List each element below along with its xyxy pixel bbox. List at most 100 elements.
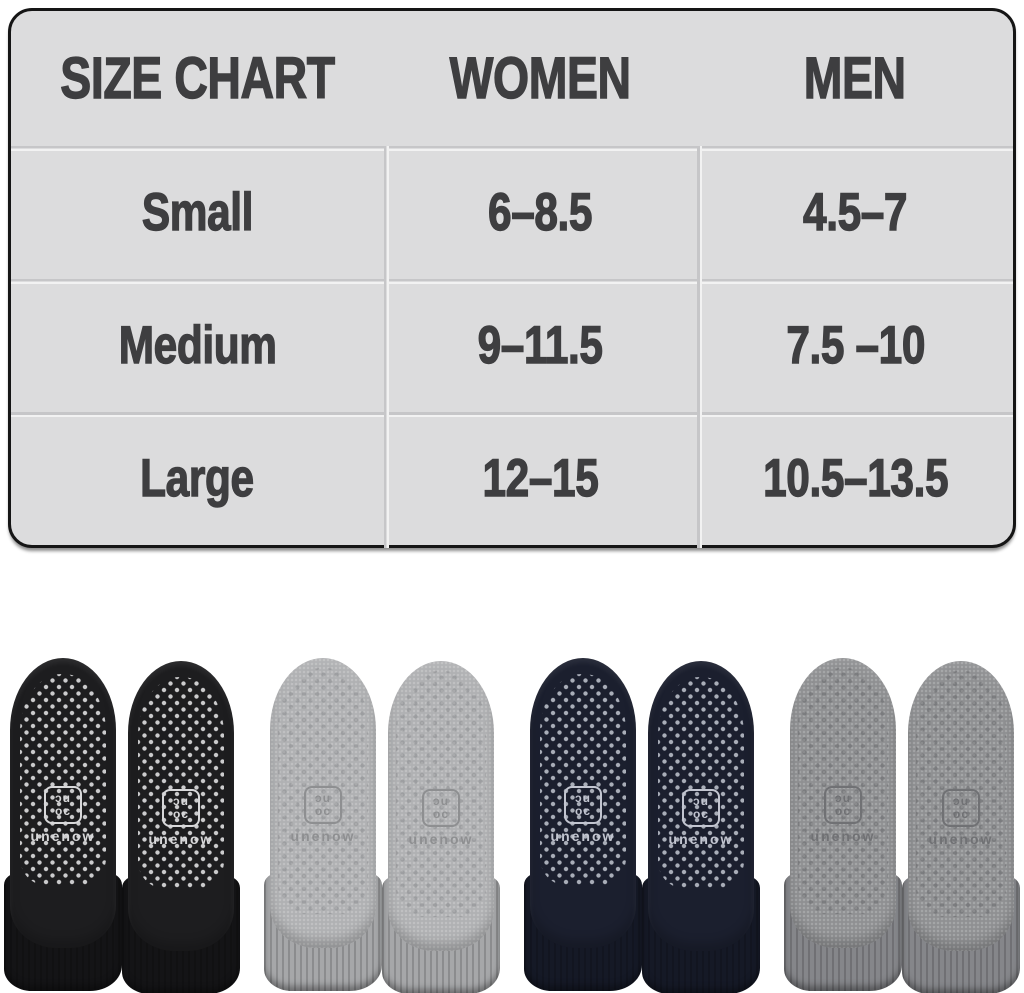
table-row-small: Small 6–8.5 4.5–7 (11, 146, 1013, 279)
monogram-line: ɔu (952, 794, 969, 808)
brand-logo: ɔu oc unenow (908, 788, 1014, 847)
grip-dots-pattern (396, 671, 486, 917)
brand-name: unenow (148, 830, 214, 847)
brand-logo: ɔu oc unenow (10, 785, 116, 844)
monogram-line: ɔu (834, 791, 851, 805)
grip-dots-pattern (138, 677, 224, 889)
monogram-line: oc (692, 806, 709, 821)
women-value-cell: 12–15 (384, 412, 698, 545)
monogram-line: oc (952, 806, 969, 821)
sock-sole: ɔu oc unenow (10, 658, 116, 948)
brand-name: unenow (550, 827, 616, 844)
column-divider (383, 146, 389, 548)
monogram-line: ɔu (692, 794, 709, 808)
women-value-cell: 9–11.5 (384, 279, 698, 412)
brand-monogram-icon: ɔu oc (682, 788, 720, 827)
monogram-line: ɔu (54, 791, 71, 805)
grip-dots-pattern (540, 674, 626, 886)
women-value-cell: 6–8.5 (384, 146, 698, 279)
sock: ɔu oc unenow (642, 661, 760, 993)
grip-dots-pattern (658, 677, 744, 889)
monogram-line: oc (314, 803, 331, 818)
header-cell-men: MEN (697, 11, 1013, 146)
men-value: 10.5–13.5 (762, 448, 949, 508)
table-row-medium: Medium 9–11.5 7.5 –10 (11, 279, 1013, 412)
sock-sole: ɔu oc unenow (270, 658, 376, 948)
header-cell-women: WOMEN (384, 11, 698, 146)
sock: ɔu oc unenow (382, 661, 500, 993)
grip-dots-pattern (916, 671, 1006, 917)
sock-sole: ɔu oc unenow (908, 661, 1014, 951)
sock-pair-navy: ɔu oc unenow ɔu oc unenow (524, 658, 760, 993)
brand-monogram-icon: ɔu oc (162, 788, 200, 827)
size-label-cell: Medium (11, 279, 384, 412)
sock-sole: ɔu oc unenow (648, 661, 754, 951)
monogram-line: oc (432, 806, 449, 821)
brand-monogram-icon: ɔu oc (824, 785, 862, 824)
women-value: 12–15 (482, 448, 599, 508)
sock: ɔu oc unenow (784, 658, 902, 993)
brand-monogram-icon: ɔu oc (564, 785, 602, 824)
size-label-cell: Small (11, 146, 384, 279)
brand-name: unenow (668, 830, 734, 847)
row-divider (11, 412, 1013, 417)
grip-dots-pattern (278, 668, 368, 914)
table-row-large: Large 12–15 10.5–13.5 (11, 412, 1013, 545)
brand-name: unenow (810, 827, 876, 844)
grip-dots-pattern (20, 674, 106, 886)
monogram-line: ɔu (172, 794, 189, 808)
monogram-line: ɔu (574, 791, 591, 805)
grip-dots-pattern (798, 668, 888, 914)
size-label: Large (140, 448, 255, 508)
sock: ɔu oc unenow (122, 661, 240, 993)
sock: ɔu oc unenow (524, 658, 642, 993)
size-chart-table: SIZE CHART WOMEN MEN Small 6–8.5 4.5–7 M… (8, 8, 1016, 548)
sock-sole: ɔu oc unenow (790, 658, 896, 948)
size-chart-title: SIZE CHART (60, 45, 336, 111)
size-label-cell: Large (11, 412, 384, 545)
size-label: Small (141, 182, 254, 242)
brand-logo: ɔu oc unenow (648, 788, 754, 847)
monogram-line: oc (54, 803, 71, 818)
monogram-line: oc (574, 803, 591, 818)
monogram-line: ɔu (314, 791, 331, 805)
brand-monogram-icon: ɔu oc (44, 785, 82, 824)
men-value-cell: 10.5–13.5 (697, 412, 1013, 545)
men-value-cell: 4.5–7 (697, 146, 1013, 279)
sock: ɔu oc unenow (902, 661, 1020, 993)
brand-logo: ɔu oc unenow (270, 785, 376, 844)
men-value-cell: 7.5 –10 (697, 279, 1013, 412)
brand-name: unenow (30, 827, 96, 844)
sock-pair-dark-gray: ɔu oc unenow ɔu oc unenow (784, 658, 1020, 993)
monogram-line: oc (172, 806, 189, 821)
women-value: 9–11.5 (478, 315, 604, 375)
brand-name: unenow (928, 830, 994, 847)
brand-logo: ɔu oc unenow (388, 788, 494, 847)
men-value: 4.5–7 (803, 182, 909, 242)
size-chart-header-row: SIZE CHART WOMEN MEN (11, 11, 1013, 146)
row-divider (11, 279, 1013, 284)
row-divider (11, 146, 1013, 151)
column-header-men: MEN (804, 45, 907, 111)
socks-photo-row: ɔu oc unenow ɔu oc unenow (0, 658, 1024, 993)
column-divider (697, 146, 703, 548)
sock-pair-black: ɔu oc unenow ɔu oc unenow (4, 658, 240, 993)
monogram-line: ɔu (432, 794, 449, 808)
brand-monogram-icon: ɔu oc (422, 788, 460, 827)
brand-logo: ɔu oc unenow (128, 788, 234, 847)
column-header-women: WOMEN (449, 45, 632, 111)
brand-logo: ɔu oc unenow (530, 785, 636, 844)
monogram-line: oc (834, 803, 851, 818)
women-value: 6–8.5 (488, 182, 594, 242)
brand-monogram-icon: ɔu oc (304, 785, 342, 824)
header-cell-size-chart: SIZE CHART (11, 11, 384, 146)
size-label: Medium (118, 315, 277, 375)
brand-logo: ɔu oc unenow (790, 785, 896, 844)
sock-sole: ɔu oc unenow (128, 661, 234, 951)
sock-sole: ɔu oc unenow (530, 658, 636, 948)
sock: ɔu oc unenow (264, 658, 382, 993)
sock-sole: ɔu oc unenow (388, 661, 494, 951)
brand-monogram-icon: ɔu oc (942, 788, 980, 827)
brand-name: unenow (408, 830, 474, 847)
